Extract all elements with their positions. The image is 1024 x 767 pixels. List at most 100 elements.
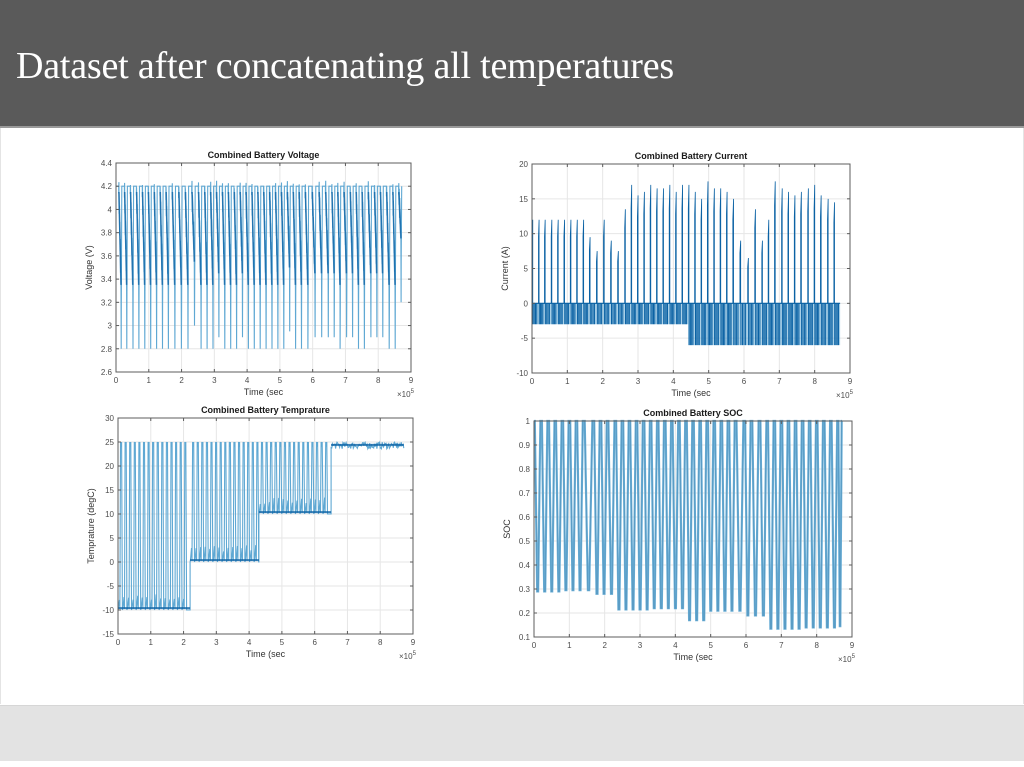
voltage-discharge-mark: [135, 192, 140, 285]
y-tick-label: -5: [521, 334, 529, 343]
x-tick-label: 5: [708, 641, 713, 650]
voltage-discharge-mark: [204, 192, 208, 285]
x-tick-label: 7: [343, 376, 348, 385]
current-charge-spike: [813, 184, 816, 304]
y-tick-label: 0.5: [519, 537, 531, 546]
current-charge-spike: [675, 191, 677, 304]
chart-title: Combined Battery Current: [635, 151, 748, 161]
x-axis-label: Time (sec: [673, 652, 713, 662]
current-charge-spike: [544, 219, 546, 304]
chart-title: Combined Battery Voltage: [208, 150, 320, 160]
y-tick-label: -5: [107, 582, 115, 591]
x-tick-label: 7: [779, 641, 784, 650]
x-axis-label: Time (sec: [246, 649, 286, 659]
x-exponent-base: ×10: [836, 391, 850, 400]
voltage-discharge-mark: [379, 192, 384, 274]
voltage-discharge-mark: [343, 192, 348, 274]
current-charge-spike: [807, 188, 809, 304]
current-charge-spike: [781, 188, 783, 304]
series-line-temperature: [117, 440, 405, 611]
y-axis-label: Voltage (V): [84, 245, 94, 290]
slide-header: Dataset after concatenating all temperat…: [0, 0, 1024, 128]
x-tick-label: 2: [600, 377, 605, 386]
chart-voltage: 0 1 2 3 4 5 6 7 8 9 2.6 2.8 3 3.2 3.4 3.6 3.8 4 4.2 4.4 Comb…: [84, 150, 415, 399]
y-tick-label: -10: [516, 369, 528, 378]
y-tick-label: 10: [105, 510, 114, 519]
y-tick-label: 15: [519, 195, 528, 204]
x-exponent-label: ×105: [838, 654, 856, 664]
current-charge-spike: [550, 219, 553, 304]
current-charge-spike: [747, 258, 749, 304]
current-charge-spike: [713, 188, 715, 304]
voltage-discharge-mark: [298, 192, 303, 285]
y-tick-label: 3.8: [101, 229, 113, 238]
current-charge-spike: [754, 209, 756, 304]
current-charge-spike: [649, 184, 652, 304]
x-tick-label: 6: [742, 377, 747, 386]
current-charge-spike: [668, 184, 671, 304]
x-tick-label: 8: [814, 641, 819, 650]
x-tick-label: 1: [565, 377, 570, 386]
current-charge-spike: [576, 219, 578, 304]
y-axis-label: Temprature (degC): [86, 488, 96, 564]
x-tick-label: 9: [848, 377, 853, 386]
x-tick-label: 6: [310, 376, 315, 385]
current-charge-spike: [656, 188, 658, 304]
y-tick-label: 20: [105, 462, 114, 471]
slide-title: Dataset after concatenating all temperat…: [16, 45, 674, 87]
y-tick-label: 2.8: [101, 345, 113, 354]
x-tick-label: 2: [602, 641, 607, 650]
voltage-discharge-mark: [251, 192, 255, 285]
y-tick-label: 30: [105, 414, 114, 423]
x-exponent-label: ×105: [397, 389, 415, 399]
voltage-discharge-mark: [123, 192, 128, 285]
y-tick-label: 2.6: [101, 368, 113, 377]
current-charge-spike: [700, 198, 703, 304]
y-tick-label: 3.6: [101, 252, 113, 261]
voltage-discharge-mark: [233, 192, 238, 285]
plot-frame: [533, 420, 853, 638]
current-charge-spike: [739, 240, 742, 304]
voltage-discharge-mark: [349, 192, 354, 274]
voltage-discharge-mark: [274, 192, 279, 285]
x-exponent-base: ×10: [397, 390, 411, 399]
y-tick-label: 3.2: [101, 298, 113, 307]
voltage-discharge-mark: [398, 191, 402, 239]
x-exponent-base: ×10: [399, 652, 413, 661]
y-axis-label: SOC: [502, 519, 512, 539]
current-charge-spike: [681, 184, 683, 304]
voltage-discharge-mark: [355, 192, 360, 285]
voltage-discharge-mark: [286, 192, 291, 268]
x-exponent-base: ×10: [838, 655, 852, 664]
slide-bottom-edge: [0, 761, 1024, 767]
y-tick-label: 4: [108, 205, 113, 214]
voltage-discharge-mark: [191, 192, 196, 262]
y-tick-label: 4.2: [101, 182, 113, 191]
y-tick-label: 3: [108, 322, 113, 331]
voltage-discharge-mark: [385, 192, 390, 285]
voltage-discharge-mark: [263, 192, 267, 285]
current-charge-spike: [726, 191, 728, 304]
y-tick-label: 20: [519, 160, 528, 169]
plot-frame: [117, 417, 414, 635]
x-tick-label: 5: [280, 638, 285, 647]
x-tick-label: 1: [147, 376, 152, 385]
current-charge-spike: [643, 191, 645, 304]
current-charge-spike: [630, 184, 633, 304]
x-tick-label: 8: [378, 638, 383, 647]
current-charge-spike: [588, 237, 591, 304]
voltage-discharge-mark: [367, 192, 372, 274]
current-charge-spike: [833, 202, 835, 304]
current-charge-spike: [732, 198, 734, 304]
voltage-discharge-mark: [165, 192, 170, 285]
x-tick-label: 3: [636, 377, 641, 386]
x-tick-label: 9: [411, 638, 416, 647]
y-tick-label: 15: [105, 486, 114, 495]
current-charge-spike: [706, 181, 709, 304]
x-tick-label: 7: [345, 638, 350, 647]
voltage-discharge-mark: [227, 192, 232, 285]
current-charge-spike: [774, 181, 776, 304]
y-tick-label: 0.1: [519, 633, 531, 642]
current-charge-spike: [637, 195, 639, 304]
x-axis-label: Time (sec: [671, 388, 711, 398]
